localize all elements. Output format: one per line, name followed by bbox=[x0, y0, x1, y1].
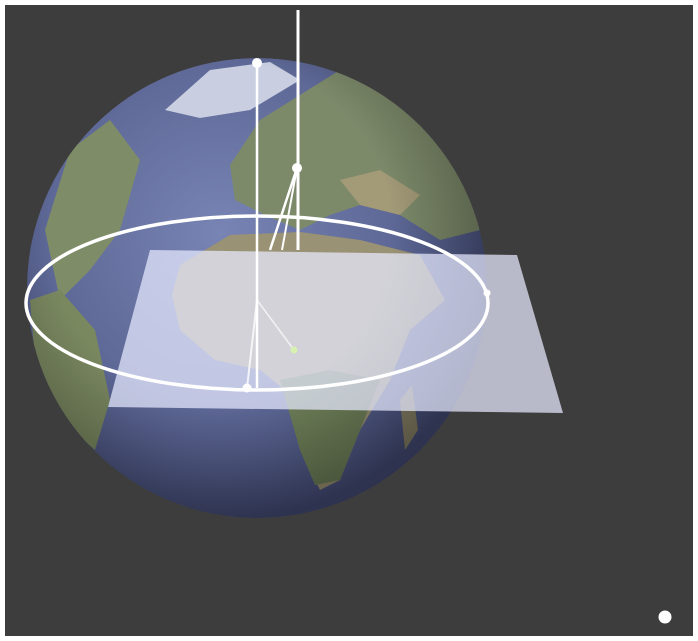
subsolar-point bbox=[290, 346, 298, 354]
observer-point bbox=[292, 163, 302, 173]
ring-point bbox=[483, 289, 491, 297]
north-pole-point bbox=[252, 58, 262, 68]
guide-lines bbox=[246, 10, 300, 389]
ring-point bbox=[242, 383, 252, 393]
ray-line bbox=[268, 167, 299, 251]
plane bbox=[108, 250, 563, 413]
ray-line bbox=[281, 167, 298, 251]
corner-dot bbox=[658, 610, 672, 624]
ray-line bbox=[256, 299, 295, 351]
ray-line bbox=[246, 299, 258, 389]
points bbox=[242, 58, 672, 624]
